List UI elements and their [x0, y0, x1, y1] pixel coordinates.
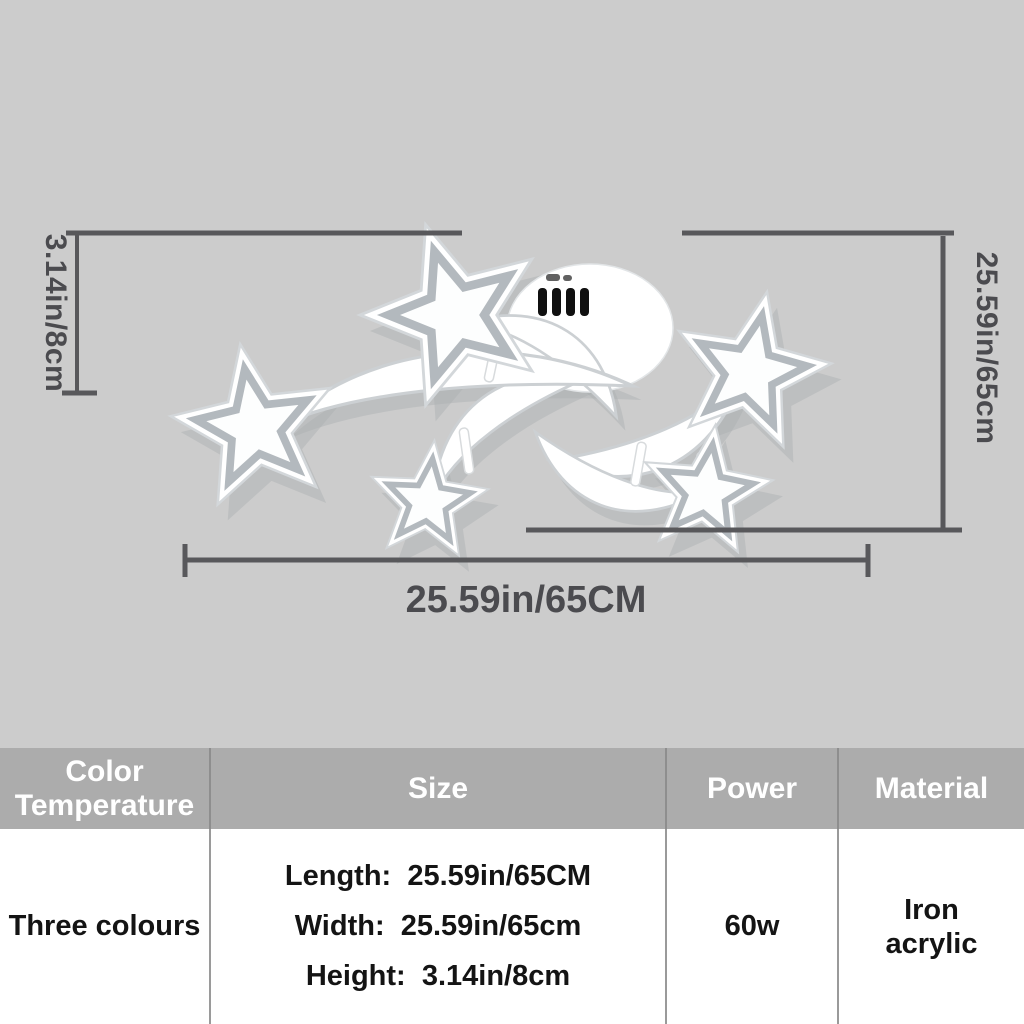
value-color-temperature: Three colours: [0, 829, 211, 1024]
material-line-2: acrylic: [885, 927, 978, 960]
ceiling-lamp-illustration: [159, 195, 854, 575]
side-width-dimension-label: 25.59in/65cm: [970, 252, 1003, 445]
height-dimension-label: 3.14in/8cm: [39, 234, 72, 392]
length-dimension-label: 25.59in/65CM: [406, 579, 647, 621]
header-material: Material: [839, 748, 1024, 829]
value-size: Length: 25.59in/65CM Width: 25.59in/65cm…: [211, 829, 667, 1024]
value-power: 60w: [667, 829, 839, 1024]
speaker-grille: [538, 274, 589, 316]
size-length: Length: 25.59in/65CM: [284, 860, 592, 892]
dimension-annotations: 3.14in/8cm 25.59in/65cm 25.59in/65CM: [39, 230, 1003, 621]
value-material: Iron acrylic: [839, 829, 1024, 1024]
header-color-temperature: Color Temperature: [0, 748, 211, 829]
ceiling-lamp-dimension-diagram: 3.14in/8cm 25.59in/65cm 25.59in/65CM: [39, 195, 1003, 621]
material-line-1: Iron: [904, 893, 959, 926]
size-width: Width: 25.59in/65cm: [294, 910, 582, 942]
spec-table: Color Temperature Size Power Material Th…: [0, 748, 1024, 1024]
header-size: Size: [211, 748, 667, 829]
header-power: Power: [667, 748, 839, 829]
size-height: Height: 3.14in/8cm: [305, 960, 571, 992]
